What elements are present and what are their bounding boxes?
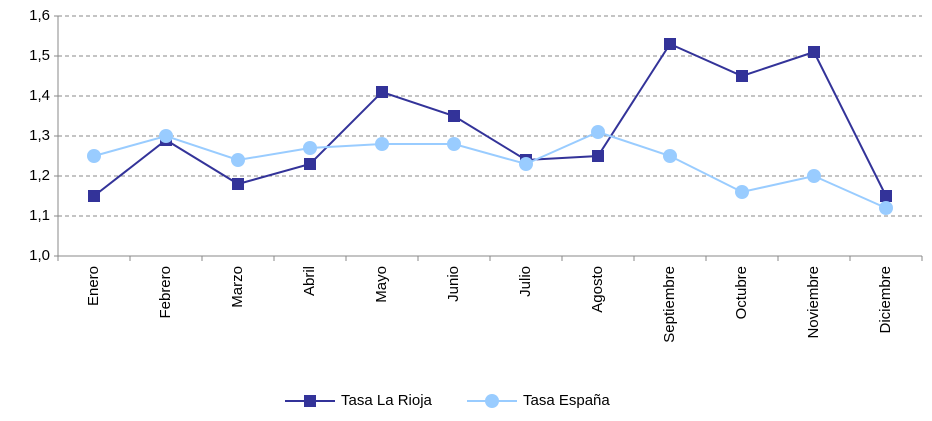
x-tick-label: Mayo <box>373 266 390 303</box>
y-tick-label: 1,0 <box>29 247 50 264</box>
y-tick-label: 1,4 <box>29 87 50 104</box>
legend-marker <box>485 394 499 408</box>
point <box>375 137 389 151</box>
point <box>232 178 244 190</box>
legend-label: Tasa La Rioja <box>341 392 433 409</box>
x-tick-label: Enero <box>85 266 102 306</box>
point <box>447 137 461 151</box>
point <box>231 153 245 167</box>
point <box>87 149 101 163</box>
point <box>303 141 317 155</box>
y-tick-label: 1,2 <box>29 167 50 184</box>
x-tick-label: Abril <box>301 266 318 296</box>
legend-label: Tasa España <box>523 392 610 409</box>
x-tick-label: Marzo <box>229 266 246 308</box>
point <box>663 149 677 163</box>
series-line <box>93 130 887 209</box>
y-tick-label: 1,1 <box>29 207 50 224</box>
point <box>736 70 748 82</box>
x-tick-label: Octubre <box>733 266 750 319</box>
point <box>88 190 100 202</box>
y-tick-label: 1,6 <box>29 7 50 24</box>
point <box>592 150 604 162</box>
x-tick-label: Diciembre <box>877 266 894 334</box>
y-tick-label: 1,3 <box>29 127 50 144</box>
point <box>735 185 749 199</box>
point <box>807 169 821 183</box>
x-tick-label: Junio <box>445 266 462 302</box>
x-tick-label: Noviembre <box>805 266 822 339</box>
point <box>664 38 676 50</box>
point <box>519 157 533 171</box>
point <box>591 125 605 139</box>
point <box>376 86 388 98</box>
x-tick-label: Julio <box>517 266 534 297</box>
point <box>879 201 893 215</box>
y-tick-label: 1,5 <box>29 47 50 64</box>
point <box>304 158 316 170</box>
legend-marker <box>304 395 316 407</box>
point <box>159 129 173 143</box>
x-tick-label: Agosto <box>589 266 606 313</box>
series-line <box>93 42 887 197</box>
point <box>808 46 820 58</box>
x-tick-label: Febrero <box>157 266 174 319</box>
point <box>880 190 892 202</box>
x-tick-label: Septiembre <box>661 266 678 343</box>
point <box>448 110 460 122</box>
